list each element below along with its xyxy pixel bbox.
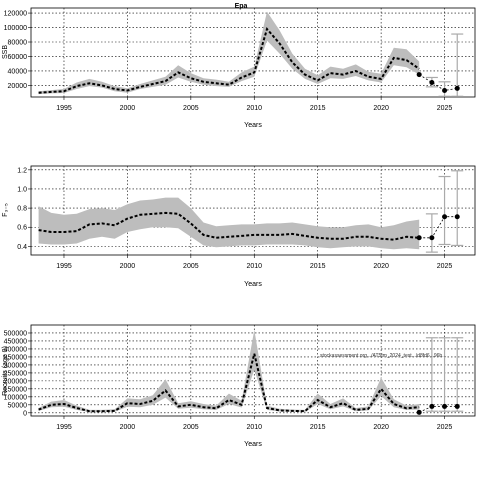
x-tick-label: 2010 (246, 105, 262, 112)
forecast-point (454, 214, 460, 220)
x-tick-label: 2010 (246, 263, 262, 270)
ssb-forecast (416, 33, 464, 97)
ssb-y-axis-label: SSB (2, 45, 9, 59)
x-tick-label: 2015 (310, 105, 326, 112)
y-tick-label: 100000 (4, 394, 27, 401)
forecast-point (429, 80, 435, 86)
x-tick-label: 2020 (373, 424, 389, 431)
forecast-connector-line (418, 74, 458, 91)
confidence-band-area (38, 197, 420, 250)
recruits-y-ticks: 0500001000001500002000002500003000003500… (4, 330, 31, 417)
y-tick-label: 40000 (8, 68, 28, 75)
y-tick-label: 450000 (4, 338, 27, 345)
f-y-ticks: 0.4 0.6 0.8 1.0 1.2 (17, 167, 31, 251)
ssb-plot-frame (30, 7, 476, 98)
recruits-y-axis-label: Recruits (age 0) (2, 346, 9, 396)
forecast-connector-line (419, 405, 458, 413)
y-tick-label: 100000 (4, 25, 27, 32)
forecast-point (416, 235, 422, 241)
figure-title: Epa (235, 3, 248, 10)
estimate-series-line (38, 211, 420, 241)
forecast-point (454, 85, 460, 91)
recruits-forecast (416, 337, 464, 415)
x-tick-label: 1995 (56, 105, 72, 112)
y-tick-label: 60000 (8, 54, 28, 61)
watermark-text: stockassessment.org.../AT5tm_2024_test..… (320, 353, 446, 359)
recruits-x-axis-label: Years (244, 441, 262, 448)
forecast-point (416, 409, 422, 415)
y-tick-label: 20000 (8, 83, 28, 90)
f-y-axis-label: F₃₋₅ (2, 203, 9, 217)
x-tick-label: 2020 (373, 263, 389, 270)
x-tick-label: 2025 (437, 263, 453, 270)
y-tick-label: 250000 (4, 370, 27, 377)
x-tick-label: 2015 (310, 263, 326, 270)
recruits-plot-frame (30, 324, 476, 417)
x-tick-label: 2000 (120, 424, 136, 431)
x-tick-label: 2015 (310, 424, 326, 431)
forecast-point (442, 403, 448, 409)
y-tick-label: 80000 (8, 40, 28, 47)
x-tick-label: 2010 (246, 424, 262, 431)
y-tick-label: 350000 (4, 354, 27, 361)
y-tick-label: 120000 (4, 11, 27, 18)
recruitment-panel: 0500001000001500002000002500003000003500… (2, 324, 476, 448)
y-tick-label: 0.4 (17, 244, 27, 251)
f-x-axis-label: Years (244, 281, 262, 288)
ssb-panel: 20000 40000 60000 80000 100000 120000 1995 200… (2, 7, 476, 129)
confidence-band-area (38, 329, 420, 412)
f-x-ticks: 1995 2000 2005 2010 2015 2020 2025 (56, 255, 452, 270)
y-tick-label: 50000 (8, 402, 28, 409)
y-tick-label: 400000 (4, 346, 27, 353)
ssb-x-ticks: 1995 2000 2005 2010 2015 2020 2025 (56, 97, 452, 112)
y-tick-label: 1.2 (17, 167, 27, 174)
f-confidence-band (38, 197, 420, 250)
y-tick-label: 0.6 (17, 225, 27, 232)
x-tick-label: 2005 (183, 424, 199, 431)
x-tick-label: 2005 (183, 263, 199, 270)
y-tick-label: 500000 (4, 330, 27, 337)
y-tick-label: 200000 (4, 378, 27, 385)
x-tick-label: 2020 (373, 105, 389, 112)
forecast-point (429, 403, 435, 409)
recruits-x-ticks: 1995 2000 2005 2010 2015 2020 2025 (56, 416, 452, 431)
forecast-point (442, 214, 448, 220)
estimate-series-line (38, 353, 420, 413)
ssb-estimate-line (38, 26, 420, 94)
x-tick-label: 1995 (56, 424, 72, 431)
ssb-y-ticks: 20000 40000 60000 80000 100000 120000 (4, 11, 31, 90)
f-forecast (416, 170, 464, 253)
forecast-point (454, 403, 460, 409)
ssb-x-axis-label: Years (244, 122, 262, 129)
f-plot-frame (30, 165, 476, 256)
y-tick-label: 150000 (4, 386, 27, 393)
fishing-mortality-panel: 0.4 0.6 0.8 1.0 1.2 1995 2000 2005 2010 2015 2020… (2, 165, 476, 288)
y-tick-label: 0 (23, 410, 27, 417)
x-tick-label: 1995 (56, 263, 72, 270)
x-tick-label: 2000 (120, 105, 136, 112)
forecast-connector-line (419, 216, 458, 239)
recruits-confidence-band (38, 329, 420, 412)
x-tick-label: 2025 (437, 424, 453, 431)
confidence-band-area (38, 11, 420, 95)
f-estimate-line (38, 211, 420, 241)
x-tick-label: 2000 (120, 263, 136, 270)
forecast-point (416, 72, 422, 78)
recruits-estimate-line (38, 353, 420, 413)
y-tick-label: 300000 (4, 362, 27, 369)
forecast-point (442, 87, 448, 93)
estimate-series-line (38, 26, 420, 94)
y-tick-label: 1.0 (17, 186, 27, 193)
x-tick-label: 2025 (437, 105, 453, 112)
ssb-confidence-band (38, 11, 420, 95)
x-tick-label: 2005 (183, 105, 199, 112)
forecast-point (429, 235, 435, 241)
y-tick-label: 0.8 (17, 206, 27, 213)
